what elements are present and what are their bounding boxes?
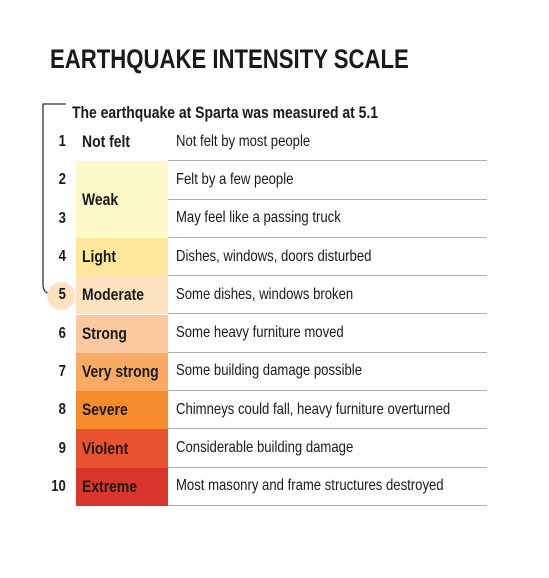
highlight-circle (47, 282, 75, 310)
level-number-text: 9 (58, 439, 66, 457)
level-description: Considerable building damage (168, 429, 487, 468)
category-cell-text: Not felt (82, 132, 131, 152)
level-number: 5 (42, 276, 66, 314)
level-number-text: 10 (51, 477, 66, 495)
level-number-text: 2 (58, 171, 66, 189)
category-cell-text: Strong (82, 323, 127, 343)
category-cell: Violent (76, 429, 168, 468)
category-cell: Moderate (76, 276, 168, 315)
category-cell: Very strong (76, 352, 168, 392)
level-number: 4 (42, 238, 66, 276)
level-description-text: Some heavy furniture moved (176, 324, 344, 342)
level-description: Some dishes, windows broken (168, 276, 487, 315)
level-number-text: 1 (58, 133, 66, 151)
title-text: EARTHQUAKE INTENSITY SCALE (50, 44, 409, 74)
category-cell-text: Very strong (82, 361, 159, 381)
category-cell: Not felt (76, 123, 168, 162)
level-number: 1 (42, 123, 66, 161)
level-description-text: Some dishes, windows broken (176, 285, 354, 303)
category-cell-text: Light (82, 247, 117, 267)
level-description-text: Most masonry and frame structures destro… (176, 477, 444, 495)
category-cell: Light (76, 237, 168, 277)
level-description: May feel like a passing truck (168, 200, 487, 238)
level-number: 6 (42, 315, 66, 353)
level-number-text: 4 (58, 248, 66, 266)
level-number: 3 (42, 200, 66, 238)
subtitle-text: The earthquake at Sparta was measured at… (72, 103, 379, 122)
level-description-text: Not felt by most people (176, 132, 311, 150)
level-description: Not felt by most people (168, 123, 487, 162)
title: EARTHQUAKE INTENSITY SCALE (50, 44, 488, 75)
level-description-text: Some building damage possible (176, 362, 362, 380)
category-cell-text: Severe (82, 400, 128, 420)
level-description-text: Chimneys could fall, heavy furniture ove… (176, 400, 451, 418)
level-description-text: Felt by a few people (176, 170, 294, 188)
category-cell-text: Violent (82, 438, 129, 458)
level-number-text: 3 (58, 209, 66, 227)
category-cell: Strong (76, 314, 168, 353)
level-description-text: May feel like a passing truck (176, 209, 341, 227)
level-description-text: Considerable building damage (176, 439, 354, 457)
level-number: 9 (42, 429, 66, 467)
level-number: 10 (42, 468, 66, 506)
level-description: Dishes, windows, doors disturbed (168, 238, 487, 277)
level-number-text: 8 (58, 401, 66, 419)
level-description: Chimneys could fall, heavy furniture ove… (168, 391, 487, 430)
category-cell-text: Moderate (82, 285, 144, 305)
level-description: Some building damage possible (168, 353, 487, 392)
level-number: 8 (42, 391, 66, 429)
level-number-text: 5 (58, 286, 66, 304)
level-number-text: 6 (58, 324, 66, 342)
level-number: 2 (42, 161, 66, 199)
level-number-text: 7 (58, 362, 66, 380)
level-number: 7 (42, 353, 66, 391)
category-cell-text: Extreme (82, 476, 138, 496)
level-description: Most masonry and frame structures destro… (168, 468, 487, 506)
level-description: Felt by a few people (168, 161, 487, 200)
level-description-text: Dishes, windows, doors disturbed (176, 247, 372, 265)
subtitle: The earthquake at Sparta was measured at… (72, 103, 445, 123)
category-cell: Extreme (76, 467, 168, 506)
category-cell-text: Weak (82, 189, 119, 209)
category-cell: Weak (76, 161, 168, 238)
category-cell: Severe (76, 391, 168, 430)
level-description: Some heavy furniture moved (168, 315, 487, 353)
